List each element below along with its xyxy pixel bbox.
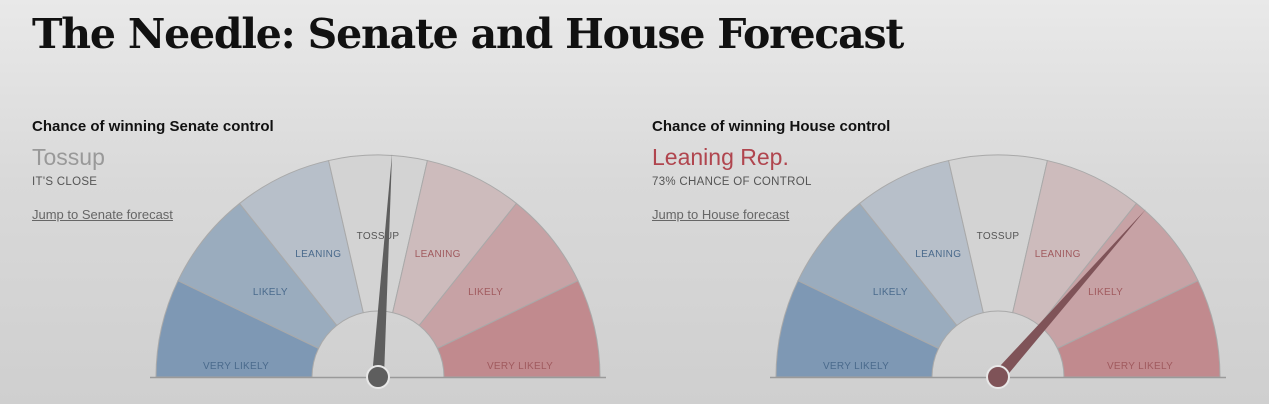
house-gauge: VERY LIKELY LIKELY LEANING TOSSUP LEANING LIK… xyxy=(770,154,1226,389)
gauge-label-dem-likely: LIKELY xyxy=(873,287,908,298)
senate-gauge: VERY LIKELY LIKELY LEANING TOSSUP LEANING LIK… xyxy=(150,153,606,389)
senate-subtext: IT'S CLOSE xyxy=(32,176,98,188)
house-needle xyxy=(993,208,1147,381)
senate-forecast-panel: Chance of winning Senate control Tossup … xyxy=(32,118,632,404)
gauge-label-rep-very-likely: VERY LIKELY xyxy=(487,361,553,372)
gauge-label-neutral-tossup: TOSSUP xyxy=(977,231,1020,242)
jump-to-house-link[interactable]: Jump to House forecast xyxy=(652,207,790,222)
gauge-label-rep-very-likely: VERY LIKELY xyxy=(1107,361,1173,372)
gauge-label-dem-very-likely: VERY LIKELY xyxy=(823,361,889,372)
senate-needle-hub xyxy=(366,365,390,389)
gauge-label-dem-leaning: LEANING xyxy=(915,249,961,260)
gauge-label-dem-very-likely: VERY LIKELY xyxy=(203,361,269,372)
gauge-label-rep-leaning: LEANING xyxy=(415,249,461,260)
senate-status: Tossup xyxy=(32,144,105,170)
gauge-label-rep-likely: LIKELY xyxy=(1088,287,1123,298)
senate-needle xyxy=(372,153,393,378)
house-subtext: 73% CHANCE OF CONTROL xyxy=(652,176,812,188)
gauge-label-rep-leaning: LEANING xyxy=(1035,249,1081,260)
house-forecast-panel: Chance of winning House control Leaning … xyxy=(652,118,1252,404)
gauge-label-dem-leaning: LEANING xyxy=(295,249,341,260)
senate-control-label: Chance of winning Senate control xyxy=(32,118,274,135)
house-status: Leaning Rep. xyxy=(652,144,789,170)
gauge-label-neutral-tossup: TOSSUP xyxy=(357,231,400,242)
jump-to-senate-link[interactable]: Jump to Senate forecast xyxy=(32,207,173,222)
gauge-label-rep-likely: LIKELY xyxy=(468,287,503,298)
gauge-label-dem-likely: LIKELY xyxy=(253,287,288,298)
page-title: The Needle: Senate and House Forecast xyxy=(32,10,904,58)
house-control-label: Chance of winning House control xyxy=(652,118,891,135)
house-needle-hub xyxy=(986,365,1010,389)
